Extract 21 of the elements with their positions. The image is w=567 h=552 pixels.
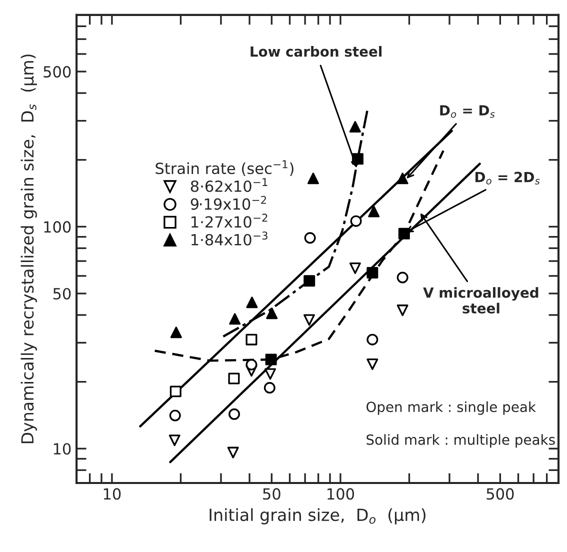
x-tick-label: 10 xyxy=(104,488,121,500)
x-axis-title: Initial grain size, D$_{o}$ (μm) xyxy=(210,508,426,524)
y-axis-title: Dynamically recrystallized grain size, D$_{s}$ (μm) xyxy=(20,54,37,444)
annotation: Low carbon steel xyxy=(250,46,382,57)
annotation: Solid mark : multiple peaks xyxy=(366,434,555,448)
annotation: D$_{o}$ = D$_{s}$ xyxy=(440,105,495,118)
y-tick-label: 100 xyxy=(44,221,71,233)
legend-label: 1·27x10$^{−2}$ xyxy=(192,214,268,228)
annotation: D$_{o}$ = 2D$_{s}$ xyxy=(475,172,540,184)
y-tick-label: 50 xyxy=(53,288,71,300)
legend-title: Strain rate (sec$^{−1}$) xyxy=(156,160,294,176)
legend-label: 9·19x10$^{−2}$ xyxy=(190,196,266,210)
legend-label: 8·62x10$^{−1}$ xyxy=(190,178,268,192)
x-tick-label: 50 xyxy=(263,488,280,500)
x-tick-label: 100 xyxy=(328,488,354,500)
annotation: Open mark : single peak xyxy=(366,401,536,415)
legend-label: 1·84x10$^{−3}$ xyxy=(192,232,268,246)
y-tick-label: 500 xyxy=(44,66,71,78)
x-tick-label: 500 xyxy=(486,488,514,500)
annotation: V microalloyed steel xyxy=(423,287,538,314)
y-tick-label: 10 xyxy=(54,443,71,455)
